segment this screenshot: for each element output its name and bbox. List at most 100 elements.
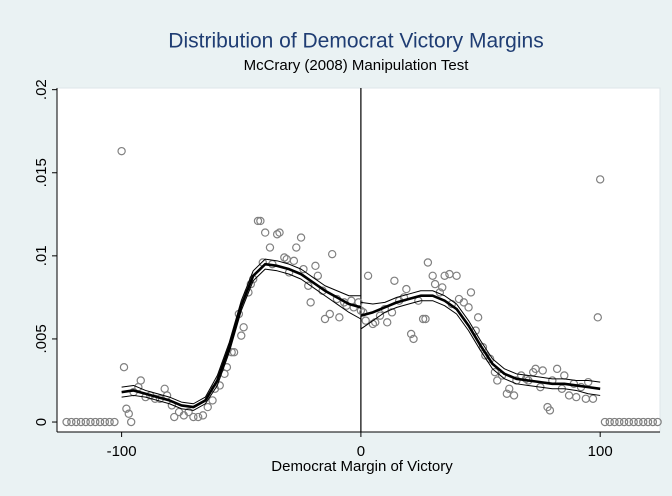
bin-point <box>509 391 519 400</box>
y-tick-label: .005 <box>33 324 50 353</box>
bin-point <box>402 284 411 294</box>
ci-lower <box>360 300 601 396</box>
bin-point <box>615 417 624 427</box>
density-fit <box>360 294 601 391</box>
bin-point <box>464 303 473 312</box>
bin-point <box>208 396 217 405</box>
bin-point <box>170 412 179 422</box>
bin-point <box>95 417 105 427</box>
bin-point <box>256 216 265 226</box>
bin-point <box>452 271 461 280</box>
y-tick-label: 0 <box>33 418 50 426</box>
bin-point <box>363 271 373 280</box>
bin-point <box>203 402 212 412</box>
bin-point <box>584 377 593 387</box>
y-tick-label: .01 <box>33 245 50 266</box>
bin-point <box>117 146 126 156</box>
x-tick-label: -100 <box>107 443 137 460</box>
y-tick-label: .015 <box>33 158 50 187</box>
bin-point <box>260 228 270 237</box>
chart-subtitle: McCrary (2008) Manipulation Test <box>244 57 470 74</box>
bin-point <box>624 417 634 427</box>
bin-point <box>81 417 90 427</box>
bin-point <box>505 384 514 393</box>
bin-point <box>62 417 71 427</box>
bin-point <box>126 417 136 427</box>
bin-point <box>610 417 619 427</box>
density-fit <box>121 262 362 409</box>
bin-point <box>440 271 449 280</box>
bin-point <box>327 249 337 259</box>
plot-area <box>56 87 661 433</box>
ci-upper <box>121 258 361 405</box>
bin-point <box>124 409 133 418</box>
bin-point <box>418 314 428 324</box>
chart-title: Distribution of Democrat Victory Margins <box>168 30 543 53</box>
bin-point <box>572 392 581 402</box>
bin-point <box>490 367 500 377</box>
bin-point <box>280 253 289 262</box>
bin-point <box>275 228 284 237</box>
bin-point <box>119 362 129 372</box>
bin-point <box>292 243 301 252</box>
x-tick-label: 100 <box>588 443 613 460</box>
bin-point <box>552 364 562 374</box>
bin-point <box>361 316 370 325</box>
bin-point <box>423 258 433 267</box>
y-tick-label: .02 <box>33 79 50 100</box>
bin-point <box>198 411 208 420</box>
bin-point <box>383 318 392 327</box>
bin-point <box>409 334 418 344</box>
bin-point <box>473 313 483 322</box>
bin-point <box>313 271 323 280</box>
bin-point <box>387 308 397 317</box>
bin-point <box>538 366 547 375</box>
bin-point <box>648 417 658 427</box>
bin-point <box>296 233 306 242</box>
bin-point <box>493 376 502 385</box>
bin-point <box>595 175 605 184</box>
bin-point <box>430 279 440 289</box>
bin-point <box>122 404 131 413</box>
ci-lower <box>121 268 362 411</box>
bin-point <box>459 298 468 307</box>
bin-point <box>184 407 193 417</box>
bin-point <box>325 309 334 319</box>
bin-point <box>71 417 81 427</box>
bin-point <box>335 313 344 322</box>
bin-point <box>86 417 95 427</box>
bin-point <box>215 381 224 390</box>
bin-point <box>289 256 299 266</box>
bin-point <box>237 331 246 340</box>
x-axis-label: Democrat Margin of Victory <box>271 458 453 475</box>
bin-point <box>306 298 315 307</box>
bin-point <box>428 271 437 280</box>
bin-point <box>311 261 320 271</box>
bin-point <box>253 216 263 226</box>
bin-point <box>593 313 602 322</box>
bin-point <box>588 394 598 403</box>
bin-point <box>375 311 385 320</box>
bin-point <box>272 230 282 239</box>
bin-point <box>545 406 555 415</box>
bin-point <box>639 417 648 427</box>
ci-upper <box>360 290 601 383</box>
bin-point <box>320 314 330 324</box>
bin-point <box>390 276 399 285</box>
bin-point <box>653 417 662 427</box>
bin-point <box>605 417 614 427</box>
bin-point <box>229 348 239 357</box>
bin-point <box>421 314 430 324</box>
bin-point <box>110 417 119 427</box>
bin-point <box>67 417 76 427</box>
bin-point <box>619 417 629 427</box>
bin-point <box>265 243 275 252</box>
bin-point <box>100 417 110 427</box>
bin-point <box>304 281 313 290</box>
bin-point <box>629 417 638 427</box>
bin-point <box>406 329 416 339</box>
bin-point <box>239 323 248 332</box>
bin-point <box>76 417 86 427</box>
